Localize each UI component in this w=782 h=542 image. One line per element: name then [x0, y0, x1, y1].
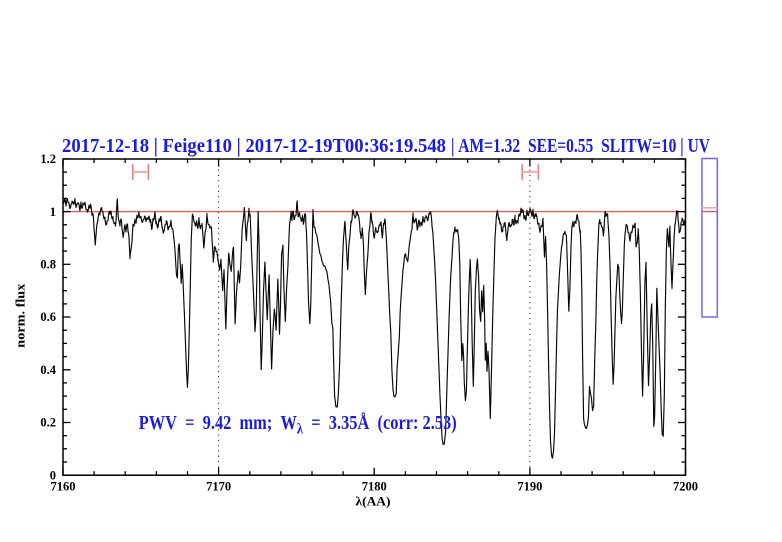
svg-text:0.2: 0.2 [40, 416, 56, 430]
svg-text:0.8: 0.8 [40, 258, 56, 272]
svg-text:norm. flux: norm. flux [14, 283, 28, 348]
svg-text:7200: 7200 [673, 480, 698, 494]
svg-text:λ(AA): λ(AA) [356, 495, 391, 509]
svg-text:2017-12-18 | Feige110 | 2017-1: 2017-12-18 | Feige110 | 2017-12-19T00:36… [62, 136, 446, 157]
svg-text:| AM=1.32 SEE=0.55 SLITW=10: | AM=1.32 SEE=0.55 SLITW=10 | UV [451, 136, 710, 157]
svg-text:7160: 7160 [51, 480, 76, 494]
svg-text:PWV = 9.42 mm; Wλ = 3.35: PWV = 9.42 mm; Wλ = 3.35Å (corr: 2.53) [139, 413, 457, 438]
svg-text:0.6: 0.6 [40, 310, 56, 324]
svg-text:1: 1 [50, 205, 56, 219]
svg-text:0.4: 0.4 [40, 363, 56, 377]
svg-text:7190: 7190 [517, 480, 542, 494]
svg-text:1.2: 1.2 [40, 152, 56, 166]
svg-text:7170: 7170 [206, 480, 231, 494]
svg-text:0: 0 [50, 468, 56, 482]
svg-text:7180: 7180 [362, 480, 387, 494]
